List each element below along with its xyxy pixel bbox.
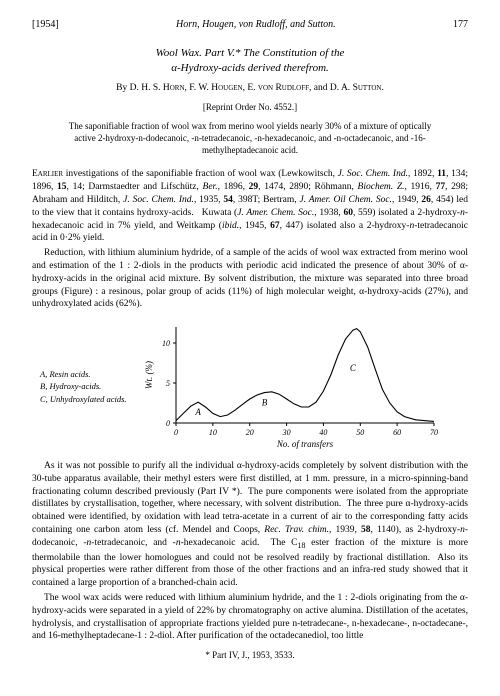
abstract: The saponifiable fraction of wool wax fr… (62, 121, 438, 156)
svg-text:Wt. (%): Wt. (%) (144, 361, 154, 389)
legend-b: B, Hydroxy-acids. (40, 380, 142, 393)
svg-text:10: 10 (209, 428, 217, 437)
svg-text:5: 5 (166, 379, 170, 388)
svg-text:A: A (194, 407, 201, 417)
svg-text:No. of transfers: No. of transfers (276, 439, 334, 449)
figure-chart: 0 10 20 30 40 50 60 70 0 5 10 No. of transfers Wt. (… (142, 319, 468, 454)
header-year: [1954] (32, 18, 59, 32)
article-title: Wool Wax. Part V.* The Constitution of t… (32, 46, 468, 77)
title-line-2: α-Hydroxy-acids derived therefrom. (32, 61, 468, 76)
paragraph-2: Reduction, with lithium aluminium hydrid… (32, 247, 468, 311)
body-text: Earlier investigations of the saponifiab… (32, 168, 468, 311)
paragraph-1: Earlier investigations of the saponifiab… (32, 168, 468, 245)
svg-text:C: C (350, 363, 357, 373)
body-text-2: As it was not possible to purify all the… (32, 460, 468, 643)
legend-a: A, Resin acids. (40, 368, 142, 381)
svg-text:20: 20 (246, 428, 254, 437)
svg-text:60: 60 (393, 428, 401, 437)
figure: A, Resin acids. B, Hydroxy-acids. C, Unh… (32, 319, 468, 454)
paragraph-3: As it was not possible to purify all the… (32, 460, 468, 590)
running-header: [1954] Horn, Hougen, von Rudloff, and Su… (32, 18, 468, 32)
header-page: 177 (453, 18, 468, 32)
footnote: * Part IV, J., 1953, 3533. (32, 649, 468, 661)
svg-text:0: 0 (166, 419, 170, 428)
svg-text:30: 30 (282, 428, 291, 437)
reprint-order: [Reprint Order No. 4552.] (32, 101, 468, 113)
svg-text:70: 70 (430, 428, 438, 437)
header-authors: Horn, Hougen, von Rudloff, and Sutton. (176, 18, 336, 32)
svg-text:50: 50 (356, 428, 364, 437)
legend-c: C, Unhydroxylated acids. (40, 393, 142, 406)
svg-text:B: B (262, 398, 268, 408)
svg-text:10: 10 (162, 339, 170, 348)
authors-line: By D. H. S. Horn, F. W. Hougen, E. von R… (32, 82, 468, 95)
paragraph-4: The wool wax acids were reduced with lit… (32, 592, 468, 643)
svg-text:40: 40 (319, 428, 327, 437)
figure-legend: A, Resin acids. B, Hydroxy-acids. C, Unh… (32, 368, 142, 406)
svg-text:0: 0 (174, 428, 178, 437)
title-line-1: Wool Wax. Part V.* The Constitution of t… (32, 46, 468, 61)
